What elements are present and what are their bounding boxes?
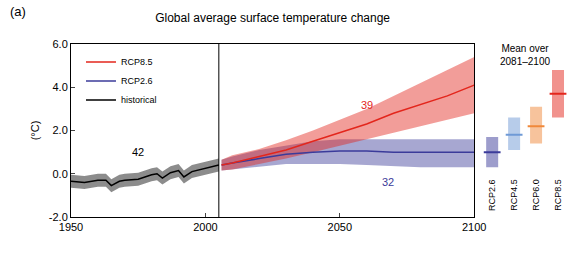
svg-text:0.0: 0.0 [53,168,68,180]
svg-text:historical: historical [121,95,157,105]
svg-text:4.0: 4.0 [53,81,68,93]
svg-text:Mean over2081–2100: Mean over2081–2100 [500,43,550,67]
svg-text:RCP4.5: RCP4.5 [509,179,519,211]
svg-text:RCP2.6: RCP2.6 [121,76,153,86]
svg-text:RCP8.5: RCP8.5 [553,179,563,211]
svg-text:-2.0: -2.0 [49,211,68,223]
svg-text:(°C): (°C) [29,121,41,141]
svg-text:2000: 2000 [193,221,217,233]
svg-text:2100: 2100 [462,221,486,233]
svg-text:RCP8.5: RCP8.5 [121,57,153,67]
svg-text:2.0: 2.0 [53,124,68,136]
svg-text:RCP6.0: RCP6.0 [531,179,541,211]
svg-text:6.0: 6.0 [53,38,68,50]
svg-text:32: 32 [382,176,394,188]
svg-text:(a): (a) [10,4,26,19]
svg-text:1950: 1950 [59,221,83,233]
svg-text:42: 42 [132,146,144,158]
svg-text:2050: 2050 [328,221,352,233]
svg-text:Global average surface tempera: Global average surface temperature chang… [155,11,390,25]
svg-text:RCP2.6: RCP2.6 [487,179,497,211]
svg-text:39: 39 [361,99,373,111]
